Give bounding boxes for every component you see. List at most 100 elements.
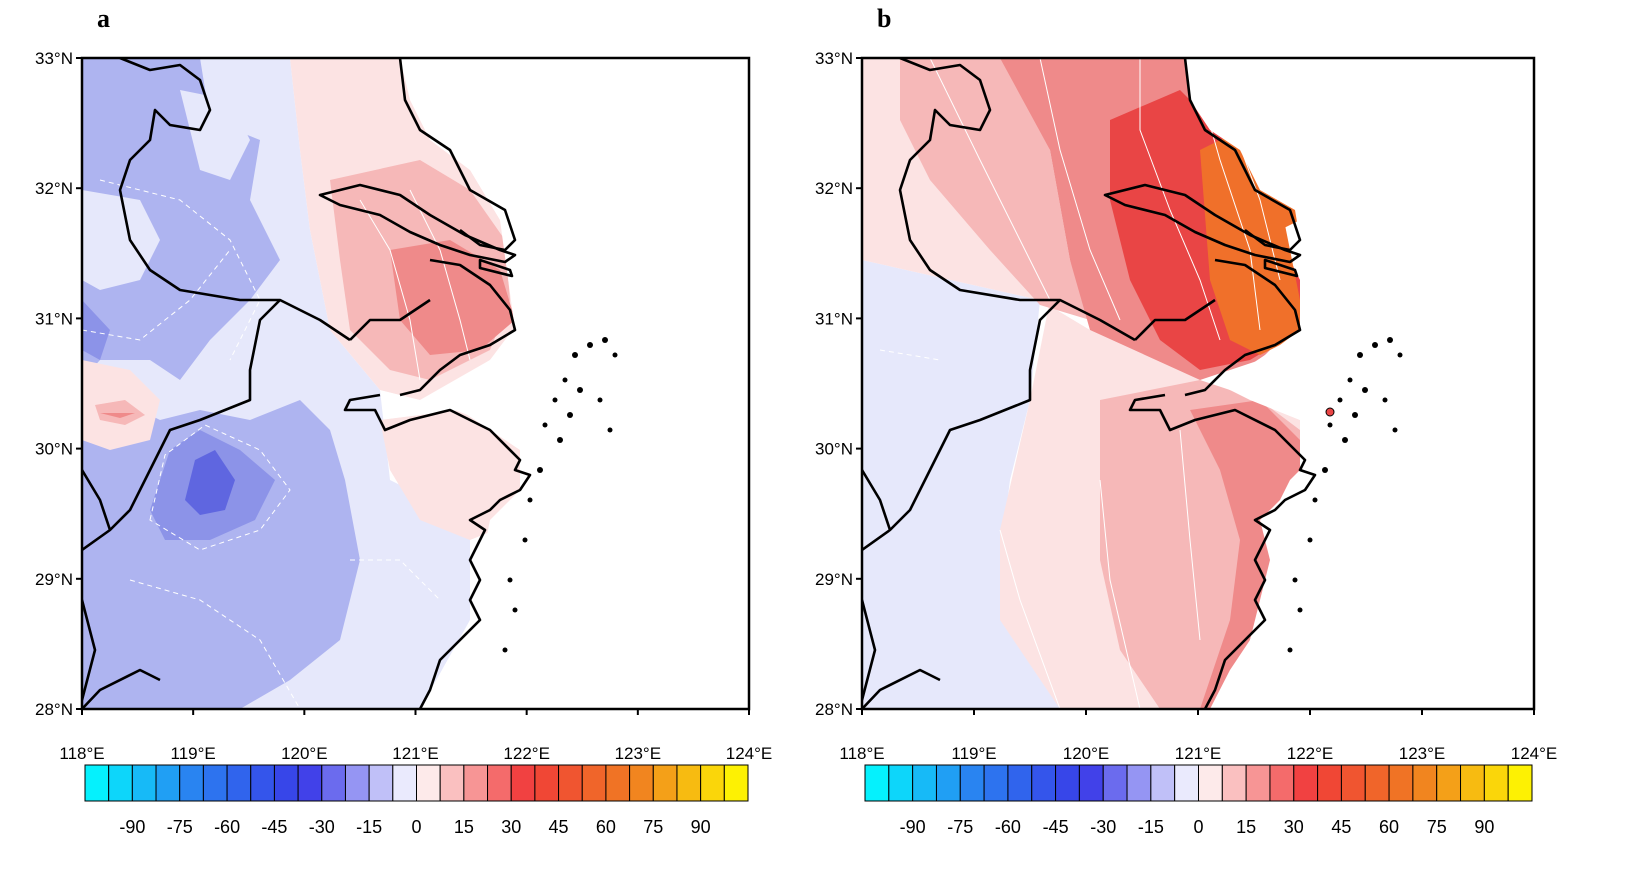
lon-tick-label: 119°E <box>171 744 216 763</box>
colorbar-swatch <box>1078 764 1104 802</box>
colorbar-swatch <box>226 764 252 802</box>
colorbar-swatch <box>1507 764 1533 802</box>
colorbar-swatch <box>912 764 937 802</box>
colorbar-swatch <box>1364 764 1390 802</box>
colorbar-swatch <box>1436 764 1462 802</box>
colorbar-label: 60 <box>1379 817 1399 837</box>
colorbar-swatch <box>888 764 914 802</box>
colorbar-swatch <box>1221 764 1247 802</box>
colorbar-label: -15 <box>1138 817 1164 837</box>
colorbar-swatch <box>131 764 157 802</box>
colorbar-label: -45 <box>261 817 287 837</box>
colorbar-label: 90 <box>1474 817 1494 837</box>
colorbar-swatch <box>959 764 985 802</box>
lat-tick-label: 33°N <box>35 49 73 68</box>
colorbar-swatch <box>368 764 394 802</box>
colorbar-label: -60 <box>214 817 240 837</box>
colorbar-swatch <box>273 764 299 802</box>
colorbar-label: 0 <box>411 817 421 837</box>
colorbar-swatch <box>629 764 654 802</box>
colorbar-swatch <box>416 764 441 802</box>
colorbar-label: 75 <box>643 817 663 837</box>
lat-tick-label: 29°N <box>35 570 73 589</box>
colorbar-label: 45 <box>1331 817 1351 837</box>
colorbar-swatch <box>581 764 607 802</box>
lon-tick-label: 121°E <box>392 744 439 763</box>
colorbar-label: 30 <box>501 817 521 837</box>
colorbar-swatch <box>1174 764 1200 802</box>
lon-tick-label: 123°E <box>615 744 662 763</box>
lon-tick-label: 118°E <box>59 744 104 763</box>
colorbar-swatch <box>297 764 323 802</box>
colorbar-swatch <box>108 764 133 802</box>
lat-tick-label: 30°N <box>35 440 73 459</box>
map-panel-b: 28°N 29°N 30°N 31°N 32°N 33°N 118°E 119°E 120°E 1… <box>815 49 1557 763</box>
axes-b: 28°N 29°N 30°N 31°N 32°N 33°N 118°E 119°E 120°E 1… <box>815 49 1557 763</box>
lat-tick-label: 31°N <box>35 309 73 328</box>
colorbar-swatch <box>676 764 702 802</box>
colorbar-swatch <box>487 764 512 802</box>
colorbar-swatch <box>344 764 370 802</box>
lat-tick-label: 30°N <box>815 440 853 459</box>
lon-tick-label: 122°E <box>503 744 550 763</box>
colorbar-label: -75 <box>167 817 193 837</box>
colorbar-swatch <box>605 764 631 802</box>
colorbar-label: -30 <box>309 817 335 837</box>
anomaly-field-a <box>82 58 749 709</box>
colorbar-label: -60 <box>995 817 1021 837</box>
colorbar-swatch <box>1126 764 1152 802</box>
colorbar-swatch <box>1483 764 1509 802</box>
colorbar-swatch <box>250 764 275 802</box>
lat-tick-label: 31°N <box>815 309 853 328</box>
colorbar-swatch <box>510 764 536 802</box>
colorbar-label: -15 <box>356 817 382 837</box>
colorbar-swatch <box>534 764 560 802</box>
colorbar-swatch <box>935 764 961 802</box>
lat-tick-label: 28°N <box>35 700 73 719</box>
lon-tick-label: 124°E <box>726 744 773 763</box>
colorbar-label: 45 <box>549 817 569 837</box>
colorbar-swatch <box>1031 764 1057 802</box>
colorbar-swatch <box>179 764 204 802</box>
colorbar-b: -90 -75 -60 -45 -30 -15 0 15 30 45 60 75 90 <box>864 764 1533 837</box>
colorbar-swatch <box>1269 764 1295 802</box>
colorbar-label: 15 <box>1236 817 1256 837</box>
colorbar-swatch <box>84 764 110 802</box>
lon-tick-label: 120°E <box>1063 744 1110 763</box>
colorbar-label: 15 <box>454 817 474 837</box>
colorbar-label: -90 <box>119 817 145 837</box>
coastline-a <box>82 58 532 709</box>
colorbar-swatch <box>1198 764 1223 802</box>
colorbar-label: 30 <box>1284 817 1304 837</box>
colorbar-swatch <box>652 764 678 802</box>
panel-letter-a: a <box>97 4 110 33</box>
colorbar-swatch <box>723 764 749 802</box>
panel-letter-b: b <box>877 4 892 33</box>
lat-tick-label: 32°N <box>35 179 73 198</box>
colorbar-swatch <box>700 764 725 802</box>
lon-tick-label: 118°E <box>839 744 884 763</box>
colorbar-swatch <box>1460 764 1485 802</box>
map-panel-a: 28°N 29°N 30°N 31°N 32°N 33°N 118°E 119°E 120°E 1… <box>35 49 772 763</box>
lat-tick-label: 29°N <box>815 570 853 589</box>
colorbar-swatch <box>1245 764 1271 802</box>
lon-tick-label: 119°E <box>951 744 996 763</box>
colorbar-a: -90 -75 -60 -45 -30 -15 0 15 30 45 60 75 90 <box>84 764 749 837</box>
colorbar-label: 75 <box>1427 817 1447 837</box>
anomaly-field-b <box>862 58 1534 709</box>
lat-tick-label: 32°N <box>815 179 853 198</box>
colorbar-swatch <box>983 764 1009 802</box>
lon-tick-label: 122°E <box>1287 744 1334 763</box>
colorbar-swatch <box>1293 764 1319 802</box>
colorbar-swatch <box>864 764 890 802</box>
colorbar-swatch <box>558 764 583 802</box>
colorbar-label: 90 <box>691 817 711 837</box>
colorbar-swatch <box>463 764 489 802</box>
colorbar-swatch <box>202 764 228 802</box>
colorbar-swatch <box>439 764 465 802</box>
axes-a: 28°N 29°N 30°N 31°N 32°N 33°N 118°E 119°E 120°E 1… <box>35 49 772 763</box>
colorbar-label: -75 <box>947 817 973 837</box>
colorbar-swatch <box>155 764 181 802</box>
colorbar-label: -45 <box>1043 817 1069 837</box>
